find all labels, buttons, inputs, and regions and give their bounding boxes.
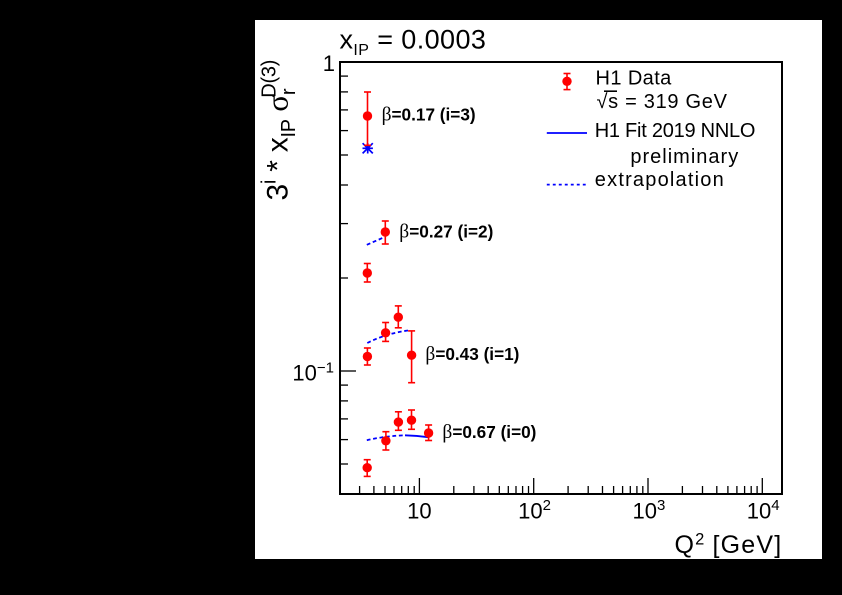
svg-text:extrapolation: extrapolation [595,169,725,191]
svg-text:H1 Data: H1 Data [596,68,673,90]
svg-text:103: 103 [632,497,665,524]
svg-text:Q2 [GeV]: Q2 [GeV] [675,531,783,560]
svg-text:β=0.67 (i=0): β=0.67 (i=0) [442,422,536,443]
svg-text:β=0.27 (i=2): β=0.27 (i=2) [399,221,493,242]
svg-text:H1 Fit 2019 NNLO: H1 Fit 2019 NNLO [595,120,756,142]
svg-text:β=0.43 (i=1): β=0.43 (i=1) [425,344,519,365]
svg-text:preliminary: preliminary [630,146,739,168]
svg-text:10: 10 [407,499,431,524]
svg-text:β=0.17 (i=3): β=0.17 (i=3) [382,105,476,126]
svg-text:1: 1 [323,51,335,76]
svg-text:√s = 319 GeV: √s = 319 GeV [597,91,728,113]
